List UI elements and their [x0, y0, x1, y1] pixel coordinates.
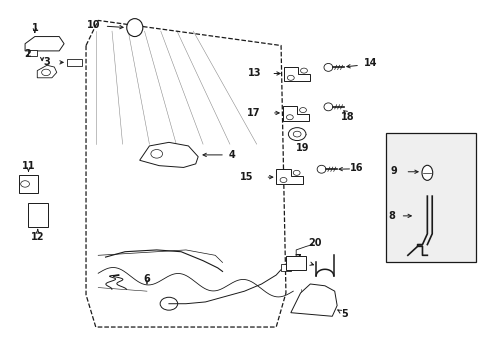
Circle shape: [286, 115, 293, 120]
Text: 4: 4: [228, 150, 235, 160]
Ellipse shape: [421, 165, 432, 180]
Text: 5: 5: [341, 310, 347, 319]
Circle shape: [20, 181, 29, 187]
Circle shape: [299, 108, 306, 113]
Polygon shape: [290, 284, 336, 316]
Ellipse shape: [324, 63, 332, 71]
Text: 16: 16: [349, 163, 363, 173]
Polygon shape: [25, 37, 64, 51]
Polygon shape: [285, 256, 306, 270]
Polygon shape: [27, 203, 48, 226]
Ellipse shape: [126, 19, 142, 37]
Polygon shape: [140, 142, 198, 167]
Text: 2: 2: [24, 49, 31, 59]
Ellipse shape: [317, 165, 325, 173]
Circle shape: [151, 149, 162, 158]
Circle shape: [300, 68, 307, 73]
Polygon shape: [283, 67, 310, 81]
Text: 3: 3: [43, 57, 50, 67]
Text: 15: 15: [240, 172, 253, 182]
Text: 12: 12: [31, 232, 44, 242]
Text: 8: 8: [387, 211, 394, 221]
Circle shape: [293, 170, 300, 175]
Ellipse shape: [324, 103, 332, 111]
Text: 7: 7: [294, 254, 301, 264]
Circle shape: [41, 69, 50, 76]
Polygon shape: [19, 175, 38, 193]
Circle shape: [288, 128, 305, 140]
Polygon shape: [66, 59, 82, 66]
Bar: [385, 134, 475, 262]
Text: 17: 17: [246, 108, 260, 118]
Text: 20: 20: [308, 238, 321, 248]
Circle shape: [280, 177, 286, 183]
Polygon shape: [282, 107, 309, 121]
Text: 11: 11: [21, 161, 35, 171]
Circle shape: [160, 297, 177, 310]
Circle shape: [293, 131, 301, 137]
Text: 6: 6: [143, 274, 150, 284]
Text: 14: 14: [363, 58, 376, 68]
Circle shape: [287, 75, 294, 80]
Polygon shape: [276, 169, 303, 184]
Polygon shape: [281, 264, 290, 271]
Text: 13: 13: [247, 68, 261, 78]
Text: 18: 18: [340, 112, 354, 122]
Text: 9: 9: [390, 166, 397, 176]
Polygon shape: [27, 50, 37, 56]
Text: 1: 1: [31, 23, 38, 33]
Polygon shape: [37, 65, 57, 78]
Text: 10: 10: [87, 20, 101, 30]
Text: 19: 19: [296, 143, 309, 153]
